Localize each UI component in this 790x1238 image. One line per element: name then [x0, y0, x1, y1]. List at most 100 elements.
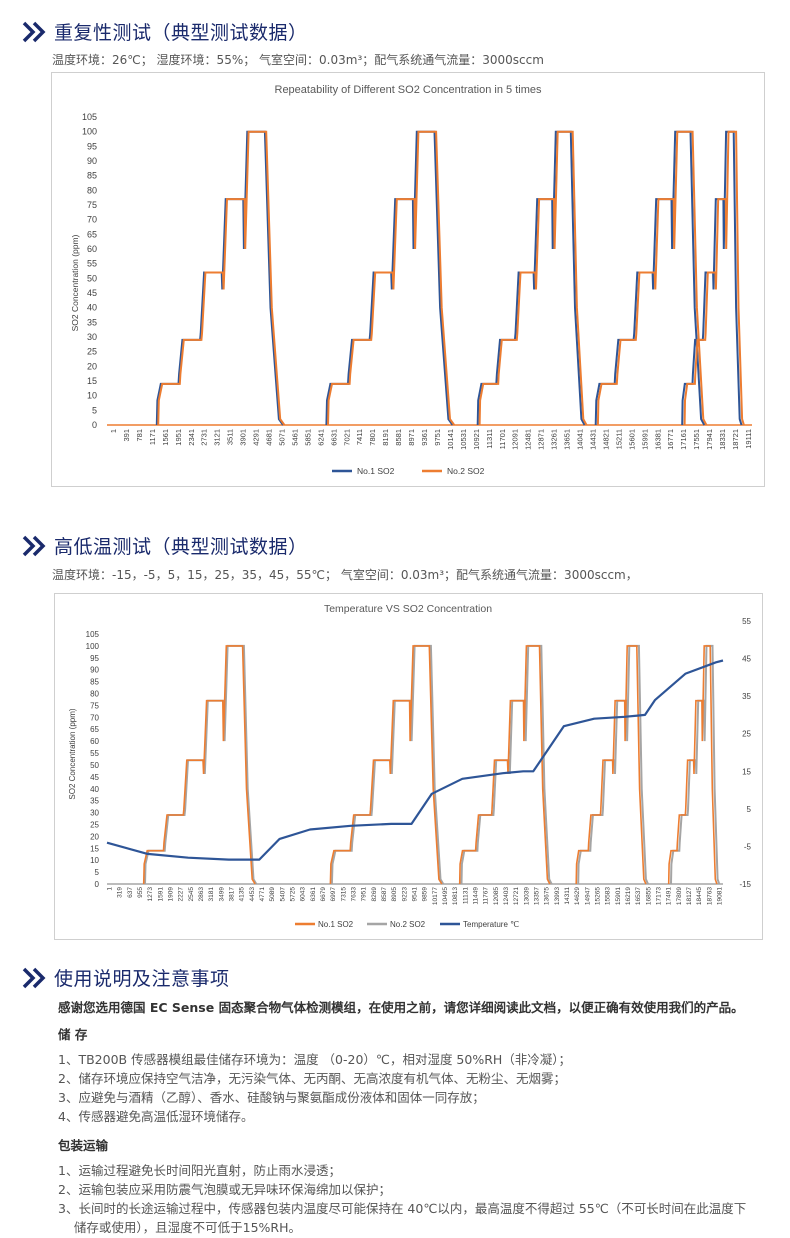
- y-tick-label: 50: [87, 273, 97, 283]
- series-line-no1: [142, 645, 718, 885]
- x-tick-label: 5461: [290, 429, 299, 446]
- y2-tick-label: 55: [742, 617, 751, 626]
- x-tick-label: 3817: [229, 887, 236, 902]
- x-tick-label: 7951: [361, 887, 368, 902]
- x-tick-label: 8581: [394, 429, 403, 446]
- x-tick-label: 19081: [717, 887, 724, 905]
- section-header-instructions: 使用说明及注意事项: [22, 964, 230, 991]
- storage-item: 3、应避免与酒精（乙醇）、香水、硅酸钠与聚氨酯成份液体和固体一同存放；: [58, 1090, 485, 1105]
- y-tick-label: 60: [87, 244, 97, 254]
- x-tick-label: 5851: [303, 429, 312, 446]
- transport-heading: 包装运输: [58, 1138, 109, 1153]
- y2-tick-label: 35: [742, 692, 751, 701]
- x-tick-label: 14311: [564, 887, 571, 905]
- y2-tick-label: 15: [742, 767, 751, 776]
- storage-item: 2、储存环境应保持空气洁净，无污染气体、无丙酮、无高浓度有机气体、无粉尘、无烟雾…: [58, 1071, 566, 1086]
- x-tick-label: 12085: [493, 887, 500, 905]
- y-tick-label: 20: [87, 361, 97, 371]
- y-tick-label: 15: [90, 844, 99, 853]
- x-tick-label: 16537: [635, 887, 642, 905]
- x-tick-label: 11449: [473, 887, 480, 905]
- x-tick-label: 6679: [320, 887, 327, 902]
- x-tick-label: 2341: [187, 429, 196, 446]
- y-tick-label: 80: [87, 185, 97, 195]
- x-tick-label: 13039: [523, 887, 530, 905]
- y-tick-label: 45: [90, 773, 99, 782]
- y-axis-label: SO2 Concentration (ppm): [68, 708, 77, 799]
- x-tick-label: 15265: [595, 887, 602, 905]
- x-tick-label: 7021: [342, 429, 351, 446]
- x-tick-label: 11767: [483, 887, 490, 905]
- x-tick-label: 1: [107, 887, 114, 891]
- repeatability-chart-svg: Repeatability of Different SO2 Concentra…: [70, 84, 753, 476]
- y2-tick-label: -15: [739, 880, 751, 889]
- temperature-chart: Temperature VS SO2 Concentration SO2 Con…: [54, 593, 763, 940]
- x-tick-label: 3511: [226, 429, 235, 445]
- x-tick-label: 16381: [653, 429, 662, 450]
- y-tick-label: 105: [82, 112, 97, 122]
- x-tick-label: 10141: [446, 429, 455, 450]
- y-tick-label: 70: [90, 713, 99, 722]
- y-tick-label: 10: [87, 391, 97, 401]
- y-tick-label: 75: [90, 701, 99, 710]
- transport-item: 1、运输过程避免长时间阳光直射，防止雨水浸透；: [58, 1163, 341, 1178]
- instructions-body: 感谢您选用德国 EC Sense 固态聚合物气体检测模组，在使用之前，请您详细阅…: [58, 998, 778, 1237]
- x-tick-label: 12721: [513, 887, 520, 905]
- x-tick-label: 15583: [605, 887, 612, 905]
- x-tick-label: 15601: [627, 429, 636, 450]
- double-chevron-icon: [22, 967, 46, 988]
- x-tick-label: 15211: [614, 429, 623, 449]
- x-tick-label: 1: [109, 429, 118, 433]
- x-tick-label: 9859: [422, 887, 429, 902]
- x-tick-label: 12091: [511, 429, 520, 450]
- y-tick-label: 25: [90, 820, 99, 829]
- legend-label-no2: No.2 SO2: [390, 920, 426, 929]
- y-tick-label: 30: [87, 332, 97, 342]
- y-tick-label: 0: [92, 420, 97, 430]
- y-tick-label: 45: [87, 288, 97, 298]
- x-tick-label: 18445: [696, 887, 703, 905]
- section-title: 使用说明及注意事项: [54, 968, 230, 990]
- x-tick-label: 2863: [198, 887, 205, 902]
- x-tick-label: 1171: [148, 429, 157, 445]
- x-tick-label: 17551: [692, 429, 701, 450]
- x-tick-label: 955: [137, 887, 144, 898]
- y2-tick-label: -5: [744, 842, 752, 851]
- x-tick-label: 8905: [391, 887, 398, 902]
- x-tick-label: 8191: [381, 429, 390, 446]
- x-tick-label: 9541: [412, 887, 419, 902]
- storage-item: 1、TB200B 传感器模组最佳储存环境为：温度 （0-20）℃，相对湿度 50…: [58, 1052, 572, 1067]
- y-tick-label: 65: [87, 229, 97, 239]
- y-tick-label: 35: [87, 317, 97, 327]
- y2-tick-label: 5: [747, 805, 752, 814]
- y-tick-label: 60: [90, 737, 99, 746]
- x-tick-label: 7801: [368, 429, 377, 446]
- series-line-no1: [155, 130, 743, 426]
- storage-item: 4、传感器避免高温低湿环境储存。: [58, 1109, 254, 1124]
- x-tick-label: 6631: [329, 429, 338, 446]
- x-tick-label: 12871: [537, 429, 546, 450]
- x-tick-label: 17491: [666, 887, 673, 905]
- x-tick-label: 13261: [550, 429, 559, 450]
- x-tick-label: 14041: [576, 429, 585, 450]
- chart-title: Repeatability of Different SO2 Concentra…: [275, 84, 542, 96]
- x-tick-label: 16771: [666, 429, 675, 450]
- x-tick-label: 11131: [462, 887, 469, 904]
- x-tick-label: 10531: [459, 429, 468, 450]
- x-tick-label: 1273: [147, 887, 154, 902]
- x-tick-label: 12481: [524, 429, 533, 450]
- transport-item: 2、运输包装应采用防震气泡膜或无异味环保海绵加以保护；: [58, 1182, 391, 1197]
- y-tick-label: 65: [90, 725, 99, 734]
- x-tick-label: 8587: [381, 887, 388, 902]
- y-tick-label: 50: [90, 761, 99, 770]
- y-tick-label: 95: [87, 141, 97, 151]
- x-tick-label: 10495: [442, 887, 449, 905]
- x-tick-label: 18763: [706, 887, 713, 905]
- y-tick-label: 85: [87, 171, 97, 181]
- x-tick-label: 4135: [239, 887, 246, 902]
- x-tick-label: 1909: [168, 887, 175, 902]
- y-tick-label: 100: [82, 127, 97, 137]
- intro-text: 感谢您选用德国 EC Sense 固态聚合物气体检测模组，在使用之前，请您详细阅…: [58, 1000, 744, 1015]
- x-tick-label: 5407: [279, 887, 286, 902]
- y2-tick-label: 25: [742, 730, 751, 739]
